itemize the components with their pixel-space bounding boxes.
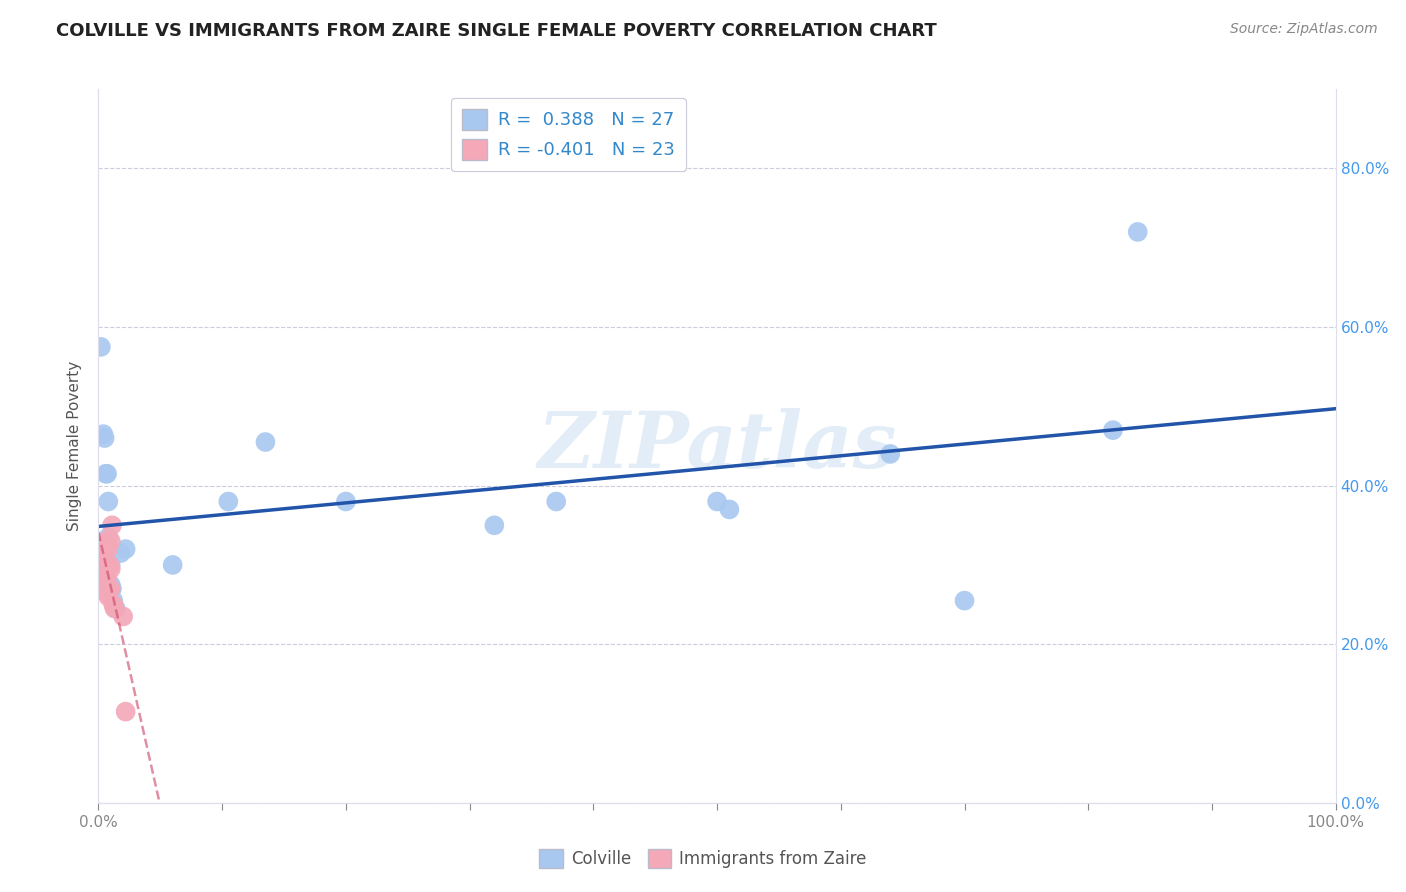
Point	[96, 467, 118, 481]
Point	[94, 562, 117, 576]
Point	[93, 427, 115, 442]
Point	[706, 494, 728, 508]
Point	[103, 598, 125, 612]
Text: Source: ZipAtlas.com: Source: ZipAtlas.com	[1230, 22, 1378, 37]
Point	[90, 340, 112, 354]
Point	[162, 558, 184, 572]
Point	[114, 542, 136, 557]
Point	[93, 549, 115, 564]
Point	[879, 447, 901, 461]
Point	[93, 431, 115, 445]
Point	[114, 705, 136, 719]
Point	[100, 562, 122, 576]
Point	[335, 494, 357, 508]
Point	[1126, 225, 1149, 239]
Point	[101, 582, 124, 596]
Point	[718, 502, 741, 516]
Point	[94, 570, 117, 584]
Point	[100, 578, 122, 592]
Point	[96, 585, 118, 599]
Point	[953, 593, 976, 607]
Point	[546, 494, 568, 508]
Point	[93, 570, 115, 584]
Point	[103, 593, 125, 607]
Point	[97, 590, 120, 604]
Y-axis label: Single Female Poverty: Single Female Poverty	[67, 361, 83, 531]
Point	[96, 570, 118, 584]
Point	[110, 546, 132, 560]
Point	[94, 467, 117, 481]
Point	[254, 435, 277, 450]
Point	[100, 534, 122, 549]
Point	[112, 609, 135, 624]
Legend: Colville, Immigrants from Zaire: Colville, Immigrants from Zaire	[533, 842, 873, 875]
Text: ZIPatlas: ZIPatlas	[537, 408, 897, 484]
Point	[93, 562, 115, 576]
Text: COLVILLE VS IMMIGRANTS FROM ZAIRE SINGLE FEMALE POVERTY CORRELATION CHART: COLVILLE VS IMMIGRANTS FROM ZAIRE SINGLE…	[56, 22, 936, 40]
Point	[217, 494, 239, 508]
Point	[98, 582, 121, 596]
Point	[97, 542, 120, 557]
Point	[94, 534, 117, 549]
Point	[91, 546, 114, 560]
Point	[100, 582, 122, 596]
Point	[97, 530, 120, 544]
Point	[100, 558, 122, 572]
Point	[93, 574, 115, 588]
Legend: R =  0.388   N = 27, R = -0.401   N = 23: R = 0.388 N = 27, R = -0.401 N = 23	[451, 98, 686, 170]
Point	[98, 558, 121, 572]
Point	[104, 601, 127, 615]
Point	[103, 601, 125, 615]
Point	[96, 578, 118, 592]
Point	[1102, 423, 1125, 437]
Point	[484, 518, 506, 533]
Point	[97, 494, 120, 508]
Point	[101, 518, 124, 533]
Point	[98, 558, 121, 572]
